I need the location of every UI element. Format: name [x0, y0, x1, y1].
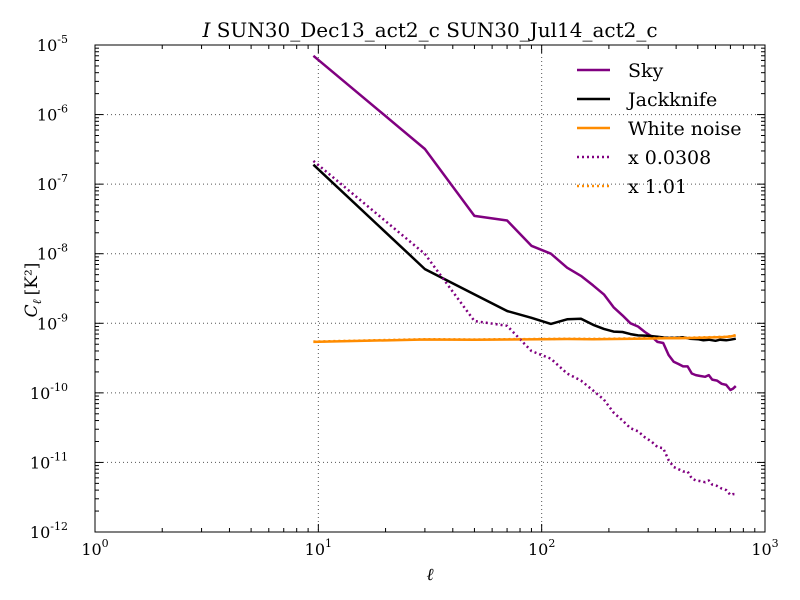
y-axis-label-main: C [22, 304, 42, 317]
x-tick-exponent: 3 [772, 537, 779, 550]
y-tick-base: 10 [30, 453, 50, 472]
y-tick-exponent: -8 [57, 242, 68, 255]
series-line-jackknife [312, 163, 737, 343]
y-axis-label: Cℓ [K²] [22, 263, 44, 318]
x-tick-exponent: 1 [325, 537, 332, 550]
y-tick-exponent: -5 [57, 33, 68, 46]
series-line-sky [312, 54, 737, 392]
y-tick-base: 10 [30, 384, 50, 403]
chart-title: I SUN30_Dec13_act2_c SUN30_Jul14_act2_c [201, 18, 657, 42]
y-axis-label-unit: [K²] [22, 263, 42, 296]
y-tick-label: 10-11 [30, 450, 68, 472]
x-tick-label: 102 [528, 537, 555, 559]
x-tick-base: 10 [751, 540, 771, 559]
y-tick-base: 10 [37, 106, 57, 125]
y-tick-label: 10-7 [37, 172, 68, 194]
y-axis-label-sub: ℓ [30, 299, 44, 304]
x-tick-label: 101 [305, 537, 332, 559]
y-tick-exponent: -11 [50, 450, 68, 463]
x-tick-base: 10 [528, 540, 548, 559]
x-tick-label: 103 [751, 537, 778, 559]
y-tick-label: 10-9 [37, 311, 68, 333]
x-tick-base: 10 [81, 540, 101, 559]
y-tick-exponent: -12 [50, 520, 68, 533]
chart-title-italic: I [201, 18, 211, 42]
legend-label-sky: Sky [628, 60, 664, 82]
y-tick-base: 10 [30, 523, 50, 542]
y-tick-label: 10-10 [30, 381, 68, 403]
y-tick-label: 10-12 [30, 520, 68, 542]
y-tick-exponent: -9 [57, 311, 68, 324]
series-group [312, 54, 737, 497]
chart-title-text: SUN30_Dec13_act2_c SUN30_Jul14_act2_c [217, 18, 658, 42]
y-tick-base: 10 [37, 245, 57, 264]
y-tick-exponent: -7 [57, 172, 68, 185]
x-tick-exponent: 2 [548, 537, 555, 550]
y-tick-label: 10-5 [37, 33, 68, 55]
y-tick-base: 10 [37, 36, 57, 55]
y-tick-exponent: -10 [50, 381, 68, 394]
x-axis-ticks: 100 101 102 103 [81, 45, 779, 559]
y-tick-base: 10 [37, 314, 57, 333]
x-tick-exponent: 0 [102, 537, 109, 550]
plot-frame [94, 44, 766, 533]
x-axis-label: ℓ [426, 565, 433, 585]
legend-label-x-1-01: x 1.01 [628, 176, 687, 198]
legend-label-white-noise: White noise [628, 118, 742, 140]
y-tick-label: 10-8 [37, 242, 68, 264]
y-tick-label: 10-6 [37, 103, 68, 125]
y-tick-base: 10 [37, 175, 57, 194]
x-tick-label: 100 [81, 537, 108, 559]
legend-label-jackknife: Jackknife [626, 89, 717, 111]
series-line-white-noise [313, 334, 737, 344]
legend-label-x-0-0308: x 0.0308 [628, 147, 711, 169]
legend: Sky Jackknife White noise x 0.0308 x 1.01 [577, 60, 742, 198]
y-tick-exponent: -6 [57, 103, 68, 116]
x-tick-base: 10 [305, 540, 325, 559]
